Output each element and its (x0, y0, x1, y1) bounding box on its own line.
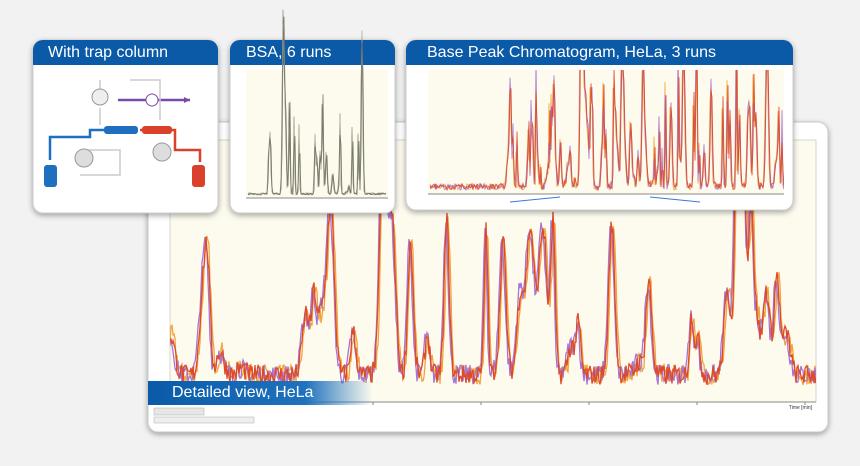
panel-title: With trap column (48, 44, 168, 61)
detail-traces (170, 140, 816, 386)
panel-header (230, 40, 395, 65)
toolbar[interactable] (153, 407, 205, 416)
bsa-traces (247, 9, 387, 196)
zoom-indicator (509, 196, 701, 203)
detail-label-bar (148, 381, 373, 405)
panel-header (33, 40, 218, 65)
panel-trap-column: With trap column (32, 39, 219, 214)
trace (429, 70, 784, 192)
panel-title: Base Peak Chromatogram, HeLa, 3 runs (427, 44, 716, 61)
base-peak-traces (429, 70, 784, 192)
flow-diagram (44, 79, 205, 187)
x-axis-label: Time [min] (789, 405, 813, 411)
trace (170, 140, 816, 386)
detail-label: Detailed view, HeLa (172, 384, 314, 401)
panel-bsa: BSA, 6 runs (229, 9, 396, 214)
view-tabs[interactable] (153, 416, 255, 424)
panel-base-peak: Base Peak Chromatogram, HeLa, 3 runs (405, 39, 794, 211)
panel-header (406, 40, 793, 65)
panel-title: BSA, 6 runs (246, 44, 331, 61)
trace (247, 16, 387, 196)
